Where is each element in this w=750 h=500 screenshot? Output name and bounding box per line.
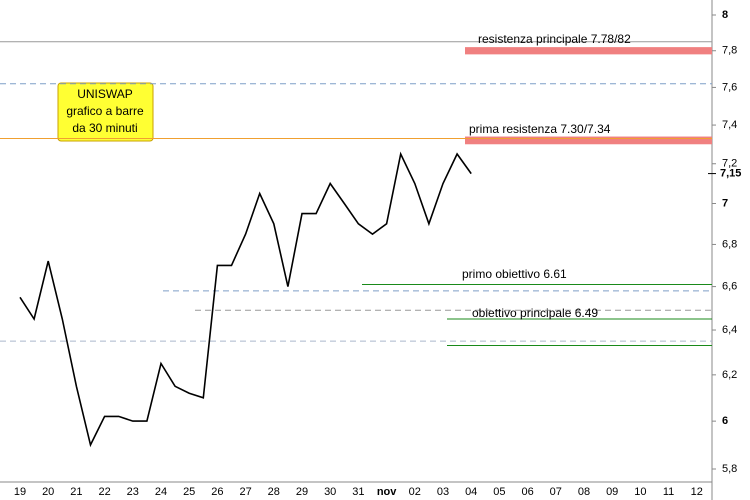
last-price-label: 7,15 — [720, 167, 741, 179]
x-tick-label: 20 — [42, 486, 54, 498]
x-tick-label: 28 — [268, 486, 280, 498]
x-tick-label: 06 — [521, 486, 533, 498]
title-box — [57, 82, 154, 142]
x-tick-label: 30 — [324, 486, 336, 498]
y-tick-label: 7 — [722, 197, 728, 209]
y-tick-label: 7,8 — [722, 45, 737, 57]
x-tick-label: nov — [377, 486, 397, 498]
price-line — [19, 151, 472, 448]
y-tick-label: 6,8 — [722, 238, 737, 250]
x-tick-label: 08 — [578, 486, 590, 498]
x-tick-label: 10 — [634, 486, 646, 498]
annotation: primo obiettivo 6.61 — [462, 267, 567, 281]
x-tick-label: 23 — [127, 486, 139, 498]
x-tick-label: 21 — [70, 486, 82, 498]
x-tick-label: 07 — [550, 486, 562, 498]
x-tick-label: 09 — [606, 486, 618, 498]
annotation: resistenza principale 7.78/82 — [478, 32, 631, 46]
x-tick-label: 29 — [296, 486, 308, 498]
annotation: prima resistenza 7.30/7.34 — [469, 122, 611, 136]
x-tick-label: 05 — [493, 486, 505, 498]
x-tick-label: 22 — [98, 486, 110, 498]
x-tick-label: 11 — [663, 486, 674, 498]
y-tick-label: 7,2 — [722, 158, 737, 170]
x-tick-label: 19 — [14, 486, 26, 498]
x-tick-label: 27 — [239, 486, 251, 498]
y-tick-label: 7,4 — [722, 119, 737, 131]
y-tick-label: 6,2 — [722, 369, 737, 381]
y-tick-label: 8 — [722, 9, 728, 21]
y-tick-label: 6 — [722, 415, 728, 427]
x-tick-label: 03 — [437, 486, 449, 498]
y-tick-label: 6,6 — [722, 280, 737, 292]
y-tick-label: 7,6 — [722, 81, 737, 93]
zone — [465, 47, 712, 55]
x-tick-label: 12 — [691, 486, 703, 498]
x-tick-label: 02 — [409, 486, 421, 498]
x-tick-label: 31 — [352, 486, 364, 498]
title-box-text: grafico a barre — [66, 104, 144, 118]
title-box-text: UNISWAP — [77, 87, 133, 101]
zone — [465, 136, 712, 145]
y-tick-label: 5,8 — [722, 463, 737, 475]
annotation: obiettivo principale 6.49 — [472, 306, 598, 320]
title-box-text: da 30 minuti — [72, 121, 137, 135]
x-tick-label: 26 — [211, 486, 223, 498]
y-tick-label: 6,4 — [722, 324, 737, 336]
x-tick-label: 04 — [465, 486, 477, 498]
x-tick-label: 24 — [155, 486, 167, 498]
x-tick-label: 25 — [183, 486, 195, 498]
